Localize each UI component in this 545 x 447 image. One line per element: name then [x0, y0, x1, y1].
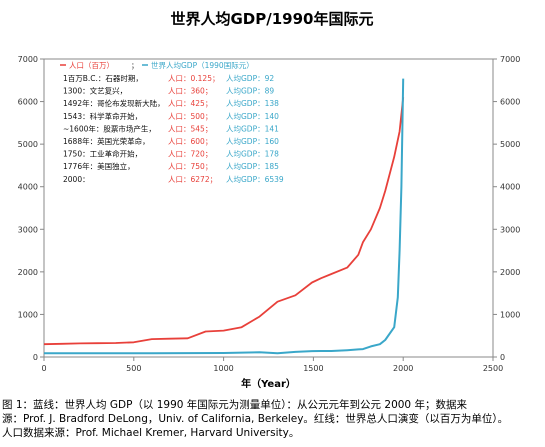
series-line-gdp-per-capita: [43, 78, 405, 355]
annotation-period: 1688年：英国光荣革命，: [63, 136, 150, 146]
y-right-tick-label: 5000: [500, 140, 520, 149]
y-right-tick-label: 6000: [500, 98, 520, 107]
y-tick-label: 6000: [18, 98, 38, 107]
y-tick-label: 7000: [18, 55, 38, 64]
x-tick-label: 1000: [213, 364, 233, 373]
annotation-period: 1492年：哥伦布发现新大陆，: [63, 98, 165, 108]
legend-label-gdp: 世界人均GDP（1990国际元）: [151, 60, 254, 70]
y-tick-label: 0: [33, 353, 38, 362]
y-right-tick-label: 0: [500, 353, 505, 362]
annotation-population: 人口：425；: [168, 99, 212, 108]
annotation-period: 1300：文艺复兴，: [63, 86, 127, 96]
annotation-period: 1776年：美国独立，: [63, 161, 135, 171]
annotation-population: 人口：720；: [168, 150, 212, 159]
x-tick-label: 2500: [483, 364, 503, 373]
annotation-gdp: 人均GDP：141: [226, 123, 279, 133]
legend-separator: ；: [131, 61, 139, 70]
annotation-population: 人口：750；: [168, 162, 212, 171]
y-tick-label: 4000: [18, 183, 38, 192]
caption-line-3: 人口数据来源：Prof. Michael Kremer, Harvard Uni…: [2, 427, 300, 439]
annotation-gdp: 人均GDP：140: [226, 111, 279, 121]
annotation-population: 人口：500；: [168, 112, 212, 121]
annotation-gdp: 人均GDP：178: [226, 149, 279, 159]
y-right-tick-label: 4000: [500, 183, 520, 192]
annotation-gdp: 人均GDP：138: [226, 98, 279, 108]
x-axis-label: 年（Year）: [241, 377, 296, 390]
annotation-gdp: 人均GDP：160: [226, 136, 279, 146]
series-line-population: [43, 97, 405, 346]
plot-frame: [43, 58, 494, 358]
x-tick-label: 1500: [303, 364, 323, 373]
annotation-period: ~1600年：股票市场产生，: [63, 123, 156, 133]
y-tick-label: 1000: [18, 310, 38, 319]
annotation-population: 人口：600；: [168, 137, 212, 146]
chart-title: 世界人均GDP/1990年国际元: [171, 10, 374, 28]
y-right-tick-label: 3000: [500, 225, 520, 234]
annotation-gdp: 人均GDP：92: [226, 73, 274, 83]
y-right-tick-label: 2000: [500, 268, 520, 277]
y-right-tick-label: 1000: [500, 310, 520, 319]
annotation-gdp: 人均GDP：89: [226, 86, 274, 96]
y-tick-label: 3000: [18, 225, 38, 234]
chart-svg: 世界人均GDP/1990年国际元010002000300040005000600…: [18, 10, 521, 390]
caption-line-2: 源：Prof. J. Bradford DeLong，Univ. of Cali…: [2, 413, 509, 425]
annotation-period: 1543：科学革命开始，: [63, 111, 142, 121]
annotation-population: 人口：360；: [168, 87, 212, 96]
annotation-population: 人口：545；: [168, 124, 212, 133]
caption-line-1: 图 1：蓝线：世界人均 GDP（以 1990 年国际元为测量单位）：从公元元年到…: [2, 399, 467, 411]
annotation-period: 1百万B.C.：石器时期，: [63, 73, 143, 83]
annotation-gdp: 人均GDP：185: [226, 161, 279, 171]
y-right-tick-label: 7000: [500, 55, 520, 64]
legend-label-population: 人口（百万）: [69, 61, 114, 70]
annotation-period: 1750：工业革命开始，: [63, 149, 142, 159]
y-tick-label: 5000: [18, 140, 38, 149]
x-tick-label: 0: [41, 364, 46, 373]
annotation-gdp: 人均GDP：6539: [226, 174, 284, 184]
x-tick-label: 2000: [393, 364, 413, 373]
x-tick-label: 500: [126, 364, 141, 373]
annotation-population: 人口：6272；: [168, 175, 217, 184]
annotation-population: 人口：0.125；: [168, 74, 219, 83]
annotation-period: 2000：: [63, 175, 90, 184]
y-tick-label: 2000: [18, 268, 38, 277]
figure-caption: 图 1：蓝线：世界人均 GDP（以 1990 年国际元为测量单位）：从公元元年到…: [2, 398, 543, 440]
